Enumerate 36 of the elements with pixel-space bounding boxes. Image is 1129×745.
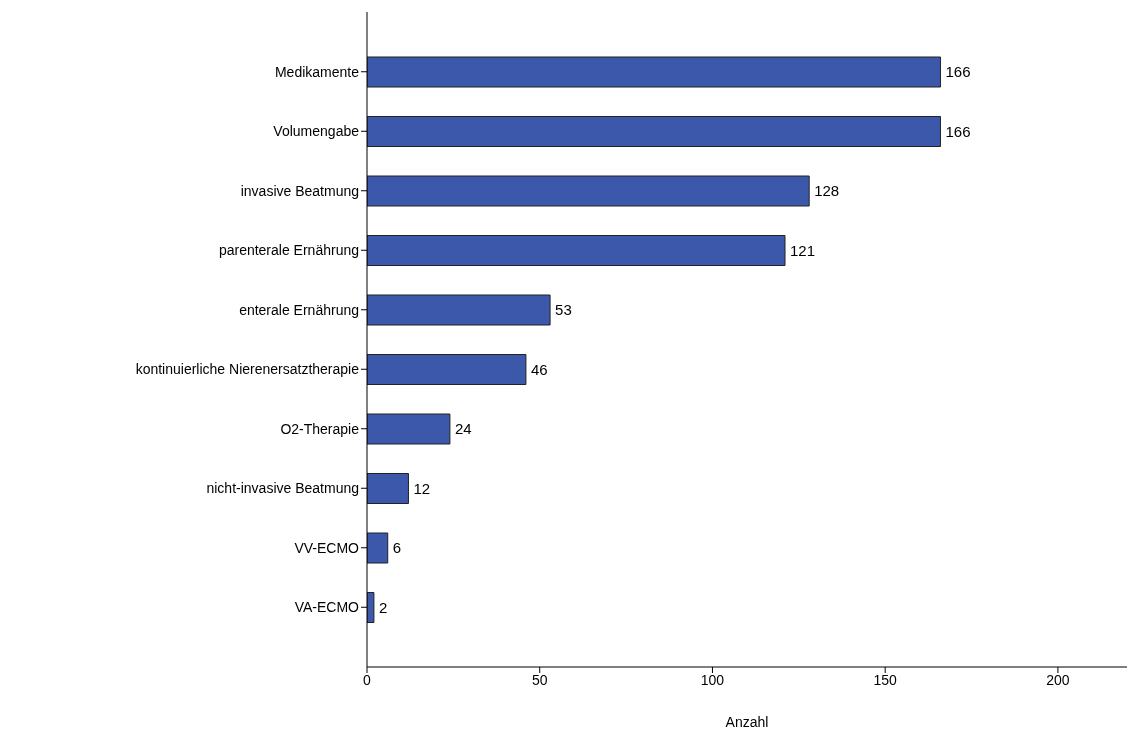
y-tick-label: Volumengabe	[273, 123, 360, 140]
data-label: 166	[945, 122, 971, 140]
bar	[367, 56, 941, 88]
bar	[367, 532, 389, 564]
data-label: 53	[555, 301, 572, 319]
bar	[367, 235, 786, 266]
data-label: 46	[530, 360, 548, 378]
data-label: 2	[378, 598, 388, 616]
bar	[367, 294, 551, 326]
x-tick-label: 100	[700, 671, 725, 688]
bar	[367, 116, 941, 147]
y-tick-label: invasive Beatmung	[240, 182, 359, 199]
data-label: 121	[790, 241, 816, 259]
data-label: 6	[392, 539, 402, 557]
x-tick-label: 200	[1046, 671, 1070, 688]
y-tick-label: VA-ECMO	[294, 599, 360, 616]
y-tick-label: parenterale Ernährung	[218, 242, 359, 259]
data-label: 12	[413, 479, 431, 497]
y-tick-label: kontinuierliche Nierenersatztherapie	[135, 361, 360, 378]
x-axis-title: Anzahl	[725, 714, 769, 730]
bar	[367, 175, 810, 207]
x-tick-label: 0	[363, 671, 372, 688]
data-label: 24	[454, 420, 472, 438]
y-tick-label: enterale Ernährung	[239, 301, 359, 318]
y-tick-label: Medikamente	[274, 63, 360, 80]
y-tick-label: O2-Therapie	[280, 420, 360, 437]
x-tick-label: 50	[531, 671, 548, 688]
bar	[367, 473, 409, 504]
data-label: 128	[814, 182, 840, 200]
y-tick-label: VV-ECMO	[294, 539, 360, 556]
bar	[367, 592, 375, 623]
data-label: 166	[945, 63, 971, 81]
y-tick-label: nicht-invasive Beatmung	[206, 480, 359, 497]
bar	[367, 354, 527, 385]
bar	[367, 413, 451, 445]
x-tick-label: 150	[873, 671, 898, 688]
